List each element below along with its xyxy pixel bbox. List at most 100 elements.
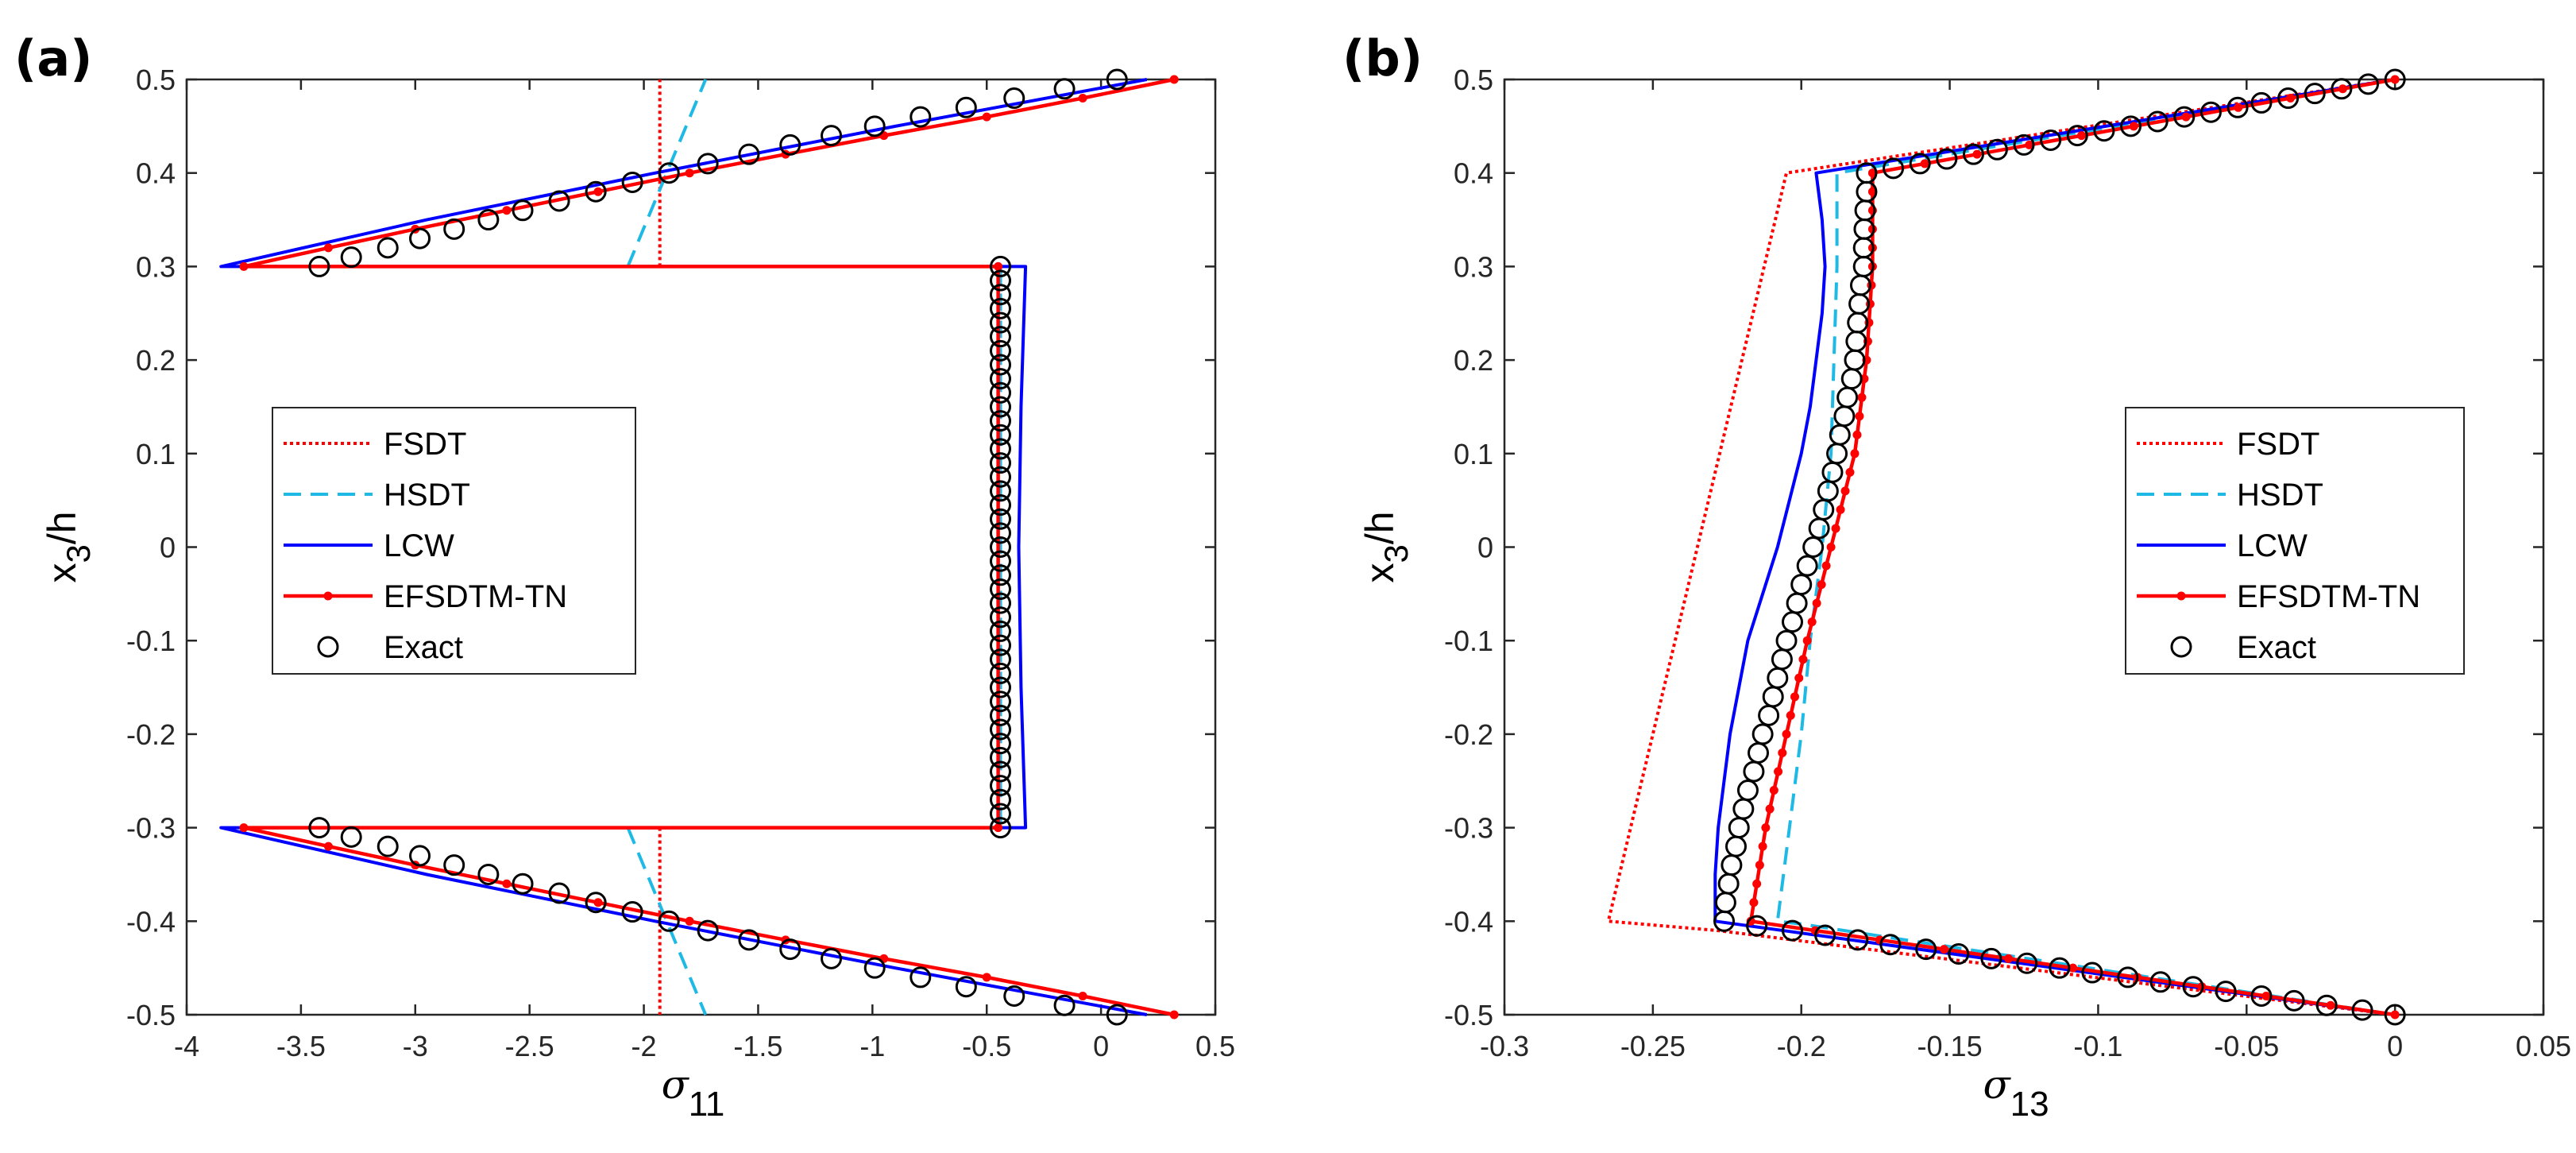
data-point-exact	[1796, 555, 1818, 577]
data-point-exact	[2146, 110, 2169, 133]
data-point-exact	[621, 901, 643, 923]
data-point-exact	[1847, 929, 1869, 951]
y-axis-label: x3/h	[40, 511, 97, 582]
series-marker	[2261, 991, 2271, 1000]
data-point-exact	[1053, 994, 1076, 1016]
data-point-exact	[2315, 994, 2338, 1016]
series-marker	[1845, 467, 1855, 477]
series-marker	[1761, 823, 1771, 833]
series-marker	[2338, 84, 2347, 94]
x-tick-label: -0.3	[1480, 1030, 1529, 1062]
series-marker	[239, 823, 249, 833]
panel-label: (a)	[14, 29, 93, 87]
data-point-exact	[989, 354, 1011, 376]
series-line-lcw	[1713, 78, 2396, 1016]
data-point-exact	[738, 143, 760, 165]
x-tick-label: -3.5	[276, 1030, 326, 1062]
x-tick-label: 0	[1093, 1030, 1109, 1062]
series-marker	[1850, 449, 1860, 458]
data-point-exact	[989, 284, 1011, 306]
y-tick-label: -0.3	[126, 812, 176, 845]
x-tick-label: -2	[631, 1030, 657, 1062]
data-point-exact	[1106, 1004, 1128, 1026]
data-point-exact	[910, 106, 932, 128]
data-point-exact	[1782, 611, 1804, 633]
data-point-exact	[1106, 68, 1128, 91]
data-point-exact	[477, 863, 500, 885]
data-point-exact	[910, 966, 932, 989]
data-point-exact	[340, 246, 362, 269]
chart-panel-b: (b)-0.3 -0.25 -0.2 -0.15 -0.1 -0.05 0 0.05-0.5-…	[1342, 29, 2571, 1124]
series-marker	[1078, 94, 1087, 103]
series-exact	[308, 68, 1128, 1026]
y-axis-label-subscript: 3	[1377, 544, 1415, 563]
data-point-exact	[2182, 976, 2204, 998]
series-marker	[2004, 954, 2014, 963]
data-point-exact	[989, 662, 1011, 684]
series-marker	[1790, 692, 1799, 702]
data-point-exact	[989, 592, 1011, 614]
series-marker	[1794, 673, 1804, 683]
legend-swatch	[2170, 636, 2192, 658]
data-point-exact	[377, 237, 399, 259]
series-marker	[2326, 1000, 2335, 1010]
legend-item-lcw: LCW	[2137, 528, 2308, 563]
data-point-exact	[1808, 517, 1830, 540]
series-marker	[1786, 710, 1795, 720]
data-point-exact	[2331, 78, 2353, 100]
x-axis-label-symbol: σ	[662, 1062, 690, 1108]
series-marker	[994, 261, 1003, 271]
data-point-exact	[1053, 78, 1076, 100]
data-point-exact	[2040, 130, 2062, 152]
data-point-exact	[2016, 952, 2038, 974]
legend-label: EFSDTM-TN	[2237, 579, 2420, 614]
data-point-exact	[989, 620, 1011, 642]
data-point-exact	[621, 171, 643, 193]
series-marker	[1807, 617, 1817, 627]
legend-label: Exact	[2237, 630, 2316, 665]
data-point-exact	[1909, 153, 1931, 175]
series-line-fsdt	[1606, 78, 2396, 1016]
data-point-exact	[2066, 125, 2088, 147]
data-point-exact	[443, 854, 465, 876]
data-point-exact	[989, 746, 1011, 768]
data-point-exact	[989, 508, 1011, 530]
legend-label: Exact	[384, 630, 463, 665]
x-axis-label: σ11	[662, 1062, 725, 1124]
legend-item-exact: Exact	[317, 630, 463, 665]
legend-label: HSDT	[2237, 478, 2323, 513]
legend-label: LCW	[2237, 528, 2308, 563]
y-tick-label: 0.4	[136, 157, 176, 190]
data-point-exact	[2173, 106, 2196, 128]
data-point-exact	[2226, 96, 2249, 118]
x-axis-label-symbol: σ	[1983, 1062, 2011, 1108]
data-point-exact	[548, 190, 570, 212]
series-marker	[323, 243, 333, 253]
series-marker	[239, 261, 249, 271]
y-axis-label-var: x	[40, 563, 84, 583]
legend-item-hsdt: HSDT	[2137, 478, 2323, 513]
x-tick-label: 0.05	[2516, 1030, 2571, 1062]
data-point-exact	[989, 368, 1011, 390]
data-point-exact	[308, 817, 330, 839]
series-marker	[1798, 655, 1808, 664]
series-marker	[1778, 748, 1787, 757]
data-point-exact	[863, 957, 886, 979]
data-point-exact	[2384, 68, 2406, 91]
data-point-exact	[1915, 938, 1937, 961]
series-marker	[2077, 131, 2087, 141]
series-line-hsdt	[1775, 78, 2396, 1016]
y-tick-label: 0.1	[136, 438, 176, 470]
data-point-exact	[512, 872, 534, 895]
data-point-exact	[1962, 143, 1984, 165]
y-tick-label: 0.3	[1454, 250, 1493, 283]
data-point-exact	[863, 115, 886, 137]
data-point-exact	[1782, 919, 1804, 942]
legend-label: LCW	[384, 528, 454, 563]
y-tick-label: 0.1	[1454, 438, 1493, 470]
series-marker	[685, 168, 694, 178]
series-marker	[1765, 804, 1775, 814]
data-point-exact	[989, 297, 1011, 319]
legend-item-hsdt: HSDT	[284, 478, 470, 513]
